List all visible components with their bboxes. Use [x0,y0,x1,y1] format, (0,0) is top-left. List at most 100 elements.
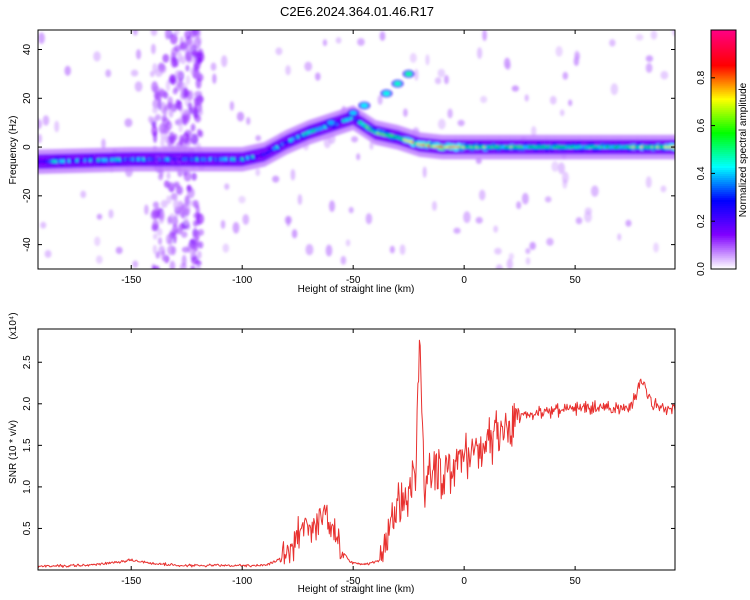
colorbar-strip [711,251,736,254]
colorbar-strip [711,187,736,190]
spectrogram-noise-cell [151,208,159,220]
spectrogram-x-label: Height of straight line (km) [298,284,415,295]
spectrogram-noise-cell [357,38,365,46]
spectrogram-noise-cell [144,204,149,215]
colorbar-strip [711,183,736,186]
colorbar-strip [711,131,736,135]
spectrogram-y-label: Frequency (Hz) [8,116,19,185]
colorbar-strip [711,237,736,240]
spectrogram-noise-cell [148,115,153,123]
spectrogram-noise-cell [437,68,446,78]
colorbar-strip [711,173,736,176]
spectrogram-noise-cell [480,95,488,104]
spectrogram-noise-cell [645,55,654,63]
spectrogram-noise-cell [434,77,442,85]
colorbar-strip [711,55,736,59]
spectrogram-noise-cell [645,176,652,188]
colorbar-strip [711,111,736,115]
spectrogram-noise-cell [304,61,313,72]
spectrogram-noise-cell [511,85,520,92]
spectrogram-noise-cell [559,109,565,117]
snr-plot-area [38,329,675,570]
colorbar-strip [711,259,736,262]
spectrogram-noise-cell [170,192,178,201]
colorbar-strip [711,235,736,238]
spectrogram-noise-cell [568,99,573,107]
spectrogram-noise-cell [184,215,189,227]
snr-x-tick-label: -50 [346,576,361,587]
colorbar-tick-label: 0.6 [696,118,707,132]
spectrogram-x-tick-label: 50 [570,275,582,286]
spectrogram-x-tick-label: -150 [121,275,141,286]
spectrogram-noise-cell [154,68,163,78]
spectrogram-noise-cell [173,198,179,210]
spectrogram-noise-cell [463,211,471,224]
spectrogram-x-tick-label: -50 [346,275,361,286]
colorbar-strip [711,45,736,49]
spectrogram-noise-cell [437,118,446,130]
colorbar-tick-label: 0.4 [696,166,707,180]
spectrogram-noise-cell [159,123,167,134]
spectrogram-noise-cell [186,90,194,101]
spectrogram-noise-cell [531,125,537,137]
spectrogram-noise-cell [185,50,192,62]
colorbar-strip [711,83,736,87]
spectrogram-noise-cell [196,128,202,137]
spectrogram-noise-cell [195,94,204,106]
spectrogram-noise-cell [557,162,566,175]
colorbar-strip [711,199,736,202]
spectrogram-noise-cell [340,255,347,265]
spectrogram-y-ticks: -40 -20 0 20 40 [22,44,675,252]
colorbar-strip [711,71,736,75]
snr-y-tick-label: 1.5 [22,438,33,452]
spectrogram-noise-cell [153,131,158,144]
colorbar-tick-label: 0.0 [696,262,707,276]
colorbar-strip [711,93,736,97]
colorbar-strip [711,165,736,169]
spectrogram-noise-cell [505,61,511,70]
spectrogram-noise-cell [516,201,522,210]
spectrogram-noise-cell [38,133,42,144]
spectrogram-noise-cell [161,250,166,262]
colorbar-strip [711,223,736,226]
spectrogram-branch-core [349,110,357,116]
colorbar-strip [711,139,736,143]
colorbar-strip [711,77,736,81]
spectrogram-noise-cell [178,121,183,133]
spectrogram-branch-core [360,103,368,108]
colorbar-strip [711,163,736,167]
spectrogram-noise-cell [161,115,167,122]
spectrogram-noise-cell [194,114,202,123]
spectrogram-noise-cell [160,137,165,148]
colorbar-strip [711,227,736,230]
colorbar-strip [711,207,736,210]
spectrogram-noise-cell [181,246,190,253]
spectrogram-noise-cell [291,229,298,239]
spectrogram-noise-cell [191,106,198,115]
snr-x-tick-label: -150 [121,576,141,587]
colorbar-strip [711,123,736,127]
colorbar-strip [711,97,736,101]
colorbar-strip [711,133,736,137]
spectrogram-noise-cell [246,116,251,125]
snr-y-tick-label: 2.0 [22,396,33,410]
snr-y-multiplier: (x10⁴) [8,312,19,339]
colorbar-strip [711,127,736,131]
spectrogram-noise-cell [184,195,190,207]
snr-y-label: SNR (10 * v/v) [8,420,19,484]
colorbar-strip [711,169,736,173]
spectrogram-noise-cell [38,32,45,44]
colorbar-strip [711,67,736,71]
spectrogram-noise-cell [453,227,461,234]
colorbar-tick-label: 0.2 [696,214,707,228]
spectrogram-noise-cell [529,241,536,250]
spectrogram-noise-cell [650,30,658,40]
spectrogram-noise-cell [186,184,191,191]
colorbar-strip [711,59,736,63]
spectrogram-noise-cell [272,175,280,183]
spectrogram-noise-cell [157,237,163,245]
spectrogram-noise-cell [152,98,160,109]
spectrogram-noise-cell [166,172,171,180]
snr-y-tick-label: 1.0 [22,480,33,494]
colorbar-strip [711,47,736,51]
